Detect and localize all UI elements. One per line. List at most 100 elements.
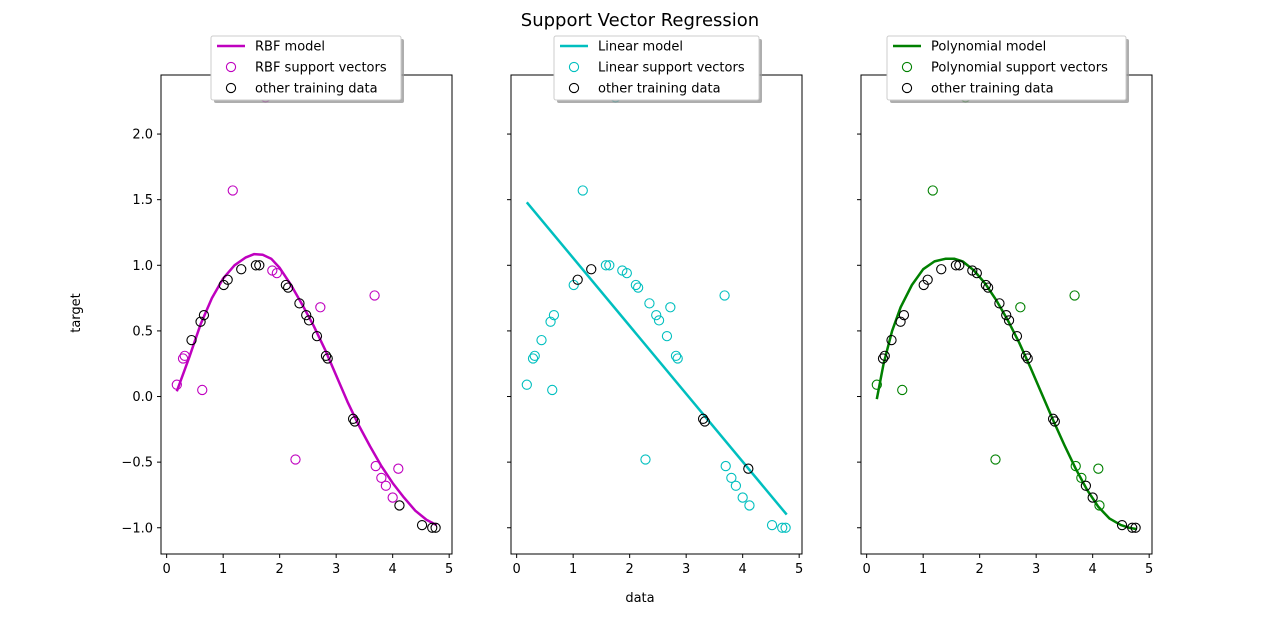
polynomial-x-tick-label: 1 [919,562,927,577]
linear-legend-marker-swatch [568,61,580,73]
polynomial-support-vector-point [990,454,1001,465]
polynomial-other-training-point [1001,310,1012,321]
linear-support-vector-point [670,350,682,361]
rbf-plot-area [171,92,441,533]
polynomial-support-vector-point [1070,460,1081,472]
rbf-other-training-point [195,316,206,327]
rbf-y-tick-label: 0.5 [132,324,153,339]
rbf-other-training-point [430,522,441,533]
rbf-y-tick-label: 1.5 [132,193,153,208]
linear-support-vector-point [737,492,748,503]
polynomial-legend-other-label: other training data [931,82,1054,97]
linear-x-tick-label: 3 [682,562,690,577]
linear-support-vector-point [730,480,742,491]
linear-other-training-point [699,416,710,427]
polynomial-other-training-point [898,310,910,321]
panel-polynomial: 0 1 2 3 4 5 Polynomial model Polynomial support… [857,35,1153,577]
linear-support-vector-point [651,310,662,321]
rbf-other-training-point [320,350,332,361]
polynomial-other-training-point [922,274,933,285]
linear-support-vector-point [640,454,651,465]
linear-x-tick-label: 0 [513,562,521,577]
rbf-other-training-point [198,310,210,321]
y-axis-label: target [69,293,84,333]
rbf-legend-support-label: RBF support vectors [255,61,387,76]
rbf-legend-box [210,35,402,101]
rbf-x-tick-label: 5 [445,562,453,577]
linear-support-vector-point [777,522,788,533]
polynomial-other-training-point [1049,416,1060,427]
polynomial-other-training-point [1080,480,1092,491]
rbf-legend-marker-swatch [225,82,237,94]
polynomial-x-tick-label: 2 [976,562,984,577]
rbf-support-vector-point [179,350,190,361]
linear-support-vector-point [632,282,644,293]
rbf-y-tick-label: −1.0 [121,521,153,536]
rbf-other-training-point [282,282,294,293]
polynomial-legend-marker-swatch [901,61,913,73]
rbf-support-vector-point [171,379,182,390]
rbf-other-training-point [322,353,333,364]
linear-support-vector-point [536,334,547,346]
linear-support-vector-point [527,353,539,364]
linear-legend-other-label: other training data [598,82,721,97]
rbf-legend-model-label: RBF model [255,40,325,55]
rbf-support-vector-point [290,454,301,465]
polynomial-plot-area [871,92,1141,533]
linear-support-vector-point [529,350,540,361]
rbf-legend-other-label: other training data [255,82,378,97]
rbf-x-tick-label: 1 [219,562,227,577]
polynomial-support-vector-point [1069,290,1080,301]
rbf-support-vector-point [387,492,398,503]
rbf-support-vector-point [370,460,381,472]
x-axis-label: data [625,591,654,606]
linear-x-tick-label: 5 [795,562,803,577]
linear-support-vector-point [600,260,612,271]
polynomial-model-line [875,257,1137,531]
polynomial-other-training-point [1047,413,1059,424]
rbf-other-training-point [186,334,197,346]
polynomial-legend: Polynomial model Polynomial support vecto… [886,35,1129,103]
polynomial-other-training-point [1011,331,1023,342]
panel-linear: 0 1 2 3 4 5 Linear model Linear support vectors… [507,35,803,577]
rbf-support-vector-point [197,384,208,396]
polynomial-legend-box [886,35,1127,101]
polynomial-other-training-point [950,260,962,271]
rbf-other-training-point [394,500,405,511]
rbf-y-tick-label: 2.0 [132,128,153,143]
rbf-support-vector-point [369,290,380,301]
rbf-other-training-point [416,519,428,531]
rbf-other-training-point [311,331,323,342]
linear-support-vector-point [577,185,588,196]
linear-support-vector-point [630,279,642,291]
linear-other-training-point [572,274,583,285]
rbf-support-vector-point [177,353,189,364]
polynomial-other-training-point [918,279,929,291]
polynomial-legend-model-label: Polynomial model [931,40,1046,55]
linear-support-vector-point [545,316,556,327]
rbf-other-training-point [280,279,292,291]
linear-support-vector-point [644,298,655,309]
polynomial-support-vector-point [927,185,938,196]
polynomial-other-training-point [1022,353,1033,364]
polynomial-legend-support-label: Polynomial support vectors [931,61,1108,76]
linear-other-training-point [586,264,597,275]
polynomial-support-vector-point [871,379,882,390]
rbf-x-tick-label: 2 [276,562,284,577]
rbf-other-training-point [222,274,233,285]
polynomial-other-training-point [1130,522,1141,533]
polynomial-other-training-point [954,260,965,271]
rbf-y-tick-label: 0.0 [132,390,153,405]
polynomial-other-training-point [1127,522,1138,533]
polynomial-other-training-point [982,282,994,293]
rbf-x-tick-label: 4 [389,562,397,577]
rbf-other-training-point [218,279,229,291]
linear-support-vector-point [744,500,755,511]
polynomial-other-training-point [1003,315,1015,326]
linear-support-vector-point [548,310,560,321]
linear-support-vector-point [621,268,632,279]
polynomial-other-training-point [886,334,897,346]
linear-other-training-point [697,413,709,424]
polynomial-other-training-point [980,279,992,291]
